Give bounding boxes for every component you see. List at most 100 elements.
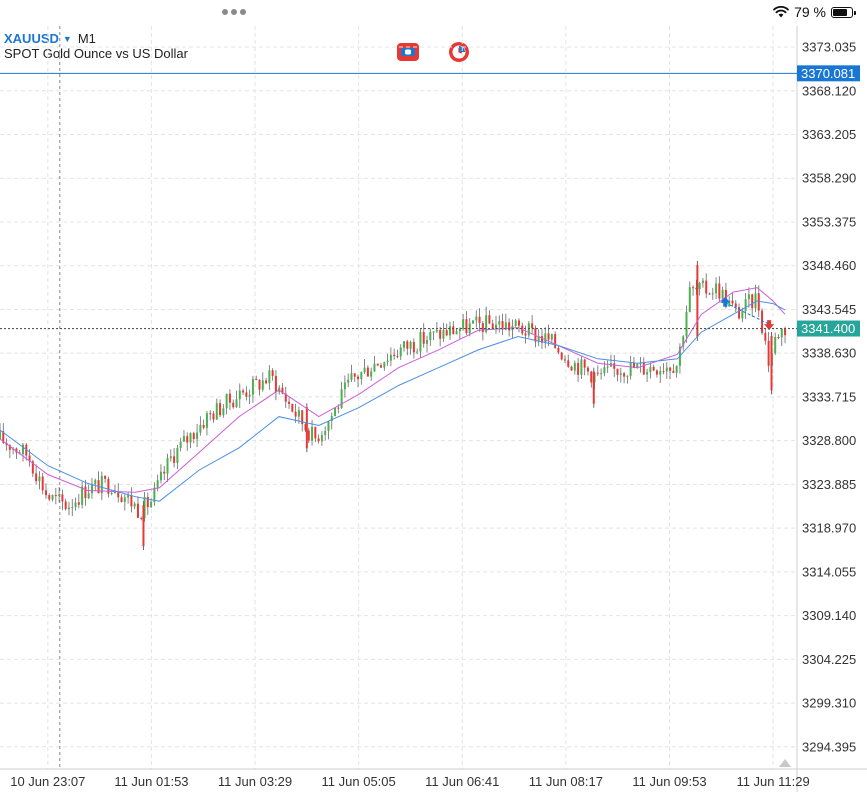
wifi-icon [773, 6, 789, 18]
candle-body [442, 330, 445, 339]
candle-body [35, 473, 38, 482]
candle [2, 423, 5, 445]
candle-body [449, 326, 452, 336]
candle-body [31, 461, 34, 474]
candle [481, 321, 484, 341]
y-tick-label: 3353.375 [802, 214, 856, 229]
battery-icon [831, 6, 856, 18]
candle-body [255, 378, 258, 380]
candle [508, 318, 511, 337]
candle-body [324, 430, 327, 436]
candle [120, 494, 123, 503]
candle-body [251, 378, 254, 395]
candle [31, 459, 34, 477]
candle [370, 367, 373, 381]
candle [169, 449, 172, 462]
candle [205, 410, 208, 436]
candle [517, 318, 520, 333]
candle [248, 389, 251, 405]
x-tick-label: 11 Jun 05:05 [322, 774, 396, 789]
candle [455, 328, 458, 335]
x-axis-labels: 10 Jun 23:07 11 Jun 01:53 11 Jun 03:29 11 J… [10, 774, 809, 789]
candle [422, 323, 425, 348]
candle [389, 347, 392, 367]
candle [462, 314, 465, 331]
candle-body [373, 363, 376, 372]
candle-body [189, 433, 192, 443]
candle [291, 403, 294, 413]
candle-body [238, 390, 241, 400]
candle-body [567, 360, 570, 367]
price-chart[interactable]: 3370.081 3341.400 3373.035 3368.120 3363.205… [0, 26, 867, 792]
sell-arrow-icon[interactable] [764, 320, 775, 331]
candle [406, 339, 409, 356]
candle-body [478, 316, 481, 324]
ask-price-label: 3370.081 [801, 66, 855, 81]
candle [219, 399, 222, 418]
y-tick-label: 3363.205 [802, 127, 856, 142]
candle-body [409, 342, 412, 349]
candle [751, 293, 754, 317]
candle-body [140, 517, 143, 519]
candle-body [209, 413, 212, 415]
timeframe-label[interactable]: M1 [77, 31, 96, 46]
candle [659, 366, 662, 384]
candle-body [715, 283, 718, 294]
candle-body [623, 373, 626, 377]
candle-body [228, 393, 231, 403]
spike-body [770, 336, 773, 391]
chevron-down-icon[interactable]: ▼ [62, 33, 72, 44]
candle-body [688, 287, 691, 313]
candle-body [757, 293, 760, 311]
candle [104, 475, 107, 483]
candle [570, 365, 573, 371]
candle [212, 410, 215, 423]
candle [675, 365, 678, 378]
candle-body [90, 483, 93, 494]
candle [261, 372, 264, 392]
candle-body [304, 424, 307, 431]
candle [567, 354, 570, 368]
candle-body [350, 373, 353, 380]
candle-body [156, 480, 159, 488]
candle-body [123, 497, 126, 502]
candle-body [232, 402, 235, 408]
candle [731, 292, 734, 307]
spike-body [696, 264, 699, 337]
candle [179, 437, 182, 452]
candle-body [117, 491, 120, 498]
candle [498, 315, 501, 333]
candle-body [399, 347, 402, 357]
candle [123, 494, 126, 511]
more-dots-icon[interactable] [222, 9, 246, 15]
candle-body [540, 336, 543, 343]
candle-body [215, 403, 218, 420]
candle-body [412, 342, 415, 353]
candle-body [94, 480, 97, 484]
candle-body [370, 371, 373, 377]
candle [343, 375, 346, 398]
candle-body [380, 365, 383, 368]
candle [44, 483, 47, 499]
candle-body [774, 336, 777, 354]
candle-body [265, 380, 268, 384]
chart-shift-icon[interactable] [779, 759, 791, 767]
candle [271, 368, 274, 381]
candle [734, 300, 737, 313]
candle [363, 359, 366, 374]
candle [649, 362, 652, 379]
candle [94, 478, 97, 491]
candle [228, 389, 231, 411]
candle-body [669, 367, 672, 371]
symbol-selector[interactable]: XAUUSD [4, 31, 59, 46]
candle [340, 381, 343, 409]
candle [708, 292, 711, 295]
candle-body [389, 354, 392, 361]
candle [100, 471, 103, 501]
candle [662, 363, 665, 375]
candle [383, 361, 386, 371]
buy-arrow-icon[interactable] [720, 296, 731, 307]
candle [646, 368, 649, 383]
candle [353, 373, 356, 382]
candle [494, 315, 497, 334]
